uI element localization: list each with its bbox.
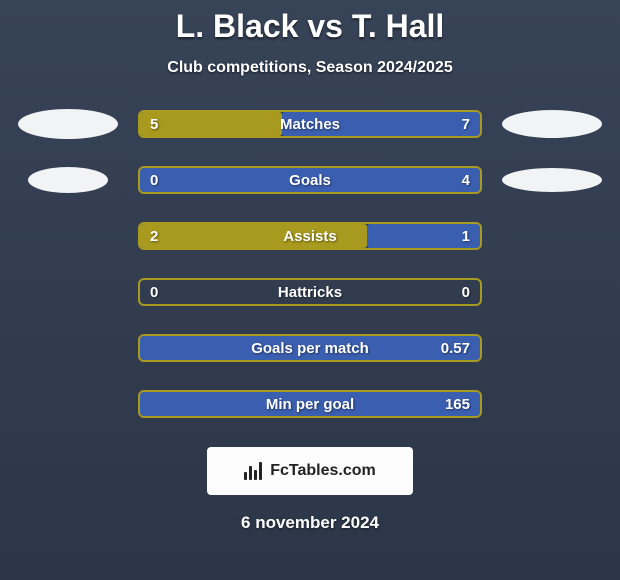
stat-bar: 2Assists1 [138, 222, 482, 250]
stat-value-right: 1 [434, 228, 470, 245]
subtitle: Club competitions, Season 2024/2025 [167, 59, 452, 77]
stat-bar: Goals per match0.57 [138, 334, 482, 362]
stat-value-left: 0 [150, 284, 186, 301]
bar-overlay: 0Hattricks0 [140, 280, 480, 304]
ellipse-icon [502, 110, 602, 138]
stat-label: Goals [186, 172, 434, 189]
stat-row: 2Assists1 [0, 217, 620, 255]
stat-bar: Min per goal165 [138, 390, 482, 418]
stat-rows: 5Matches70Goals42Assists10Hattricks0Goal… [0, 105, 620, 423]
stat-value-right: 165 [434, 396, 470, 413]
stat-row: Min per goal165 [0, 385, 620, 423]
team-badge-right [502, 161, 602, 199]
page-title: L. Black vs T. Hall [176, 8, 445, 45]
stat-row: Goals per match0.57 [0, 329, 620, 367]
date-label: 6 november 2024 [241, 513, 379, 533]
bar-overlay: 5Matches7 [140, 112, 480, 136]
bar-overlay: Min per goal165 [140, 392, 480, 416]
bar-overlay: Goals per match0.57 [140, 336, 480, 360]
stat-label: Assists [186, 228, 434, 245]
stat-row: 5Matches7 [0, 105, 620, 143]
stat-value-right: 0 [434, 284, 470, 301]
stat-label: Hattricks [186, 284, 434, 301]
player2-name: T. Hall [352, 8, 444, 44]
stat-value-left: 2 [150, 228, 186, 245]
team-badge-right [502, 105, 602, 143]
ellipse-icon [18, 109, 118, 139]
fctables-icon [244, 462, 262, 480]
stat-value-right: 7 [434, 116, 470, 133]
stat-row: 0Hattricks0 [0, 273, 620, 311]
stat-label: Goals per match [186, 340, 434, 357]
stat-row: 0Goals4 [0, 161, 620, 199]
stat-value-right: 0.57 [434, 340, 470, 357]
comparison-infographic: L. Black vs T. Hall Club competitions, S… [0, 0, 620, 580]
stat-bar: 0Hattricks0 [138, 278, 482, 306]
fctables-link[interactable]: FcTables.com [207, 447, 413, 495]
stat-value-left: 0 [150, 172, 186, 189]
team-badge-left [18, 161, 118, 199]
stat-value-right: 4 [434, 172, 470, 189]
stat-label: Matches [186, 116, 434, 133]
stat-value-left: 5 [150, 116, 186, 133]
ellipse-icon [502, 168, 602, 192]
player1-name: L. Black [176, 8, 299, 44]
fctables-label: FcTables.com [270, 462, 376, 480]
stat-bar: 0Goals4 [138, 166, 482, 194]
vs-label: vs [307, 8, 343, 44]
bar-overlay: 2Assists1 [140, 224, 480, 248]
ellipse-icon [28, 167, 108, 193]
bar-overlay: 0Goals4 [140, 168, 480, 192]
stat-bar: 5Matches7 [138, 110, 482, 138]
stat-label: Min per goal [186, 396, 434, 413]
team-badge-left [18, 105, 118, 143]
